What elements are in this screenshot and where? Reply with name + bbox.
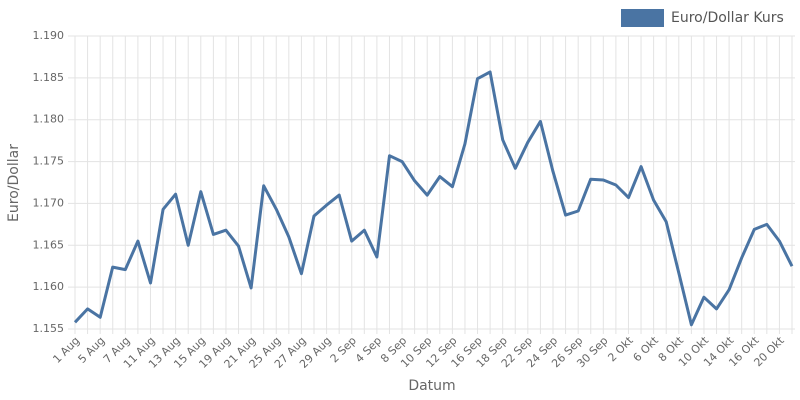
x-tick-label: 2 Sep (328, 334, 359, 365)
y-tick-label: 1.185 (33, 71, 65, 84)
x-tick-label: 6 Okt (631, 334, 662, 365)
legend-label: Euro/Dollar Kurs (671, 10, 784, 26)
x-tick-label: 2 Okt (605, 334, 636, 365)
y-tick-label: 1.170 (33, 196, 65, 209)
y-tick-label: 1.180 (33, 113, 65, 126)
legend-swatch (621, 9, 664, 27)
x-tick-label: 4 Sep (353, 334, 384, 365)
y-tick-label: 1.175 (33, 155, 65, 168)
y-axis-label: Euro/Dollar (6, 144, 22, 222)
line-series (73, 70, 794, 327)
x-tick-label: 5 Aug (76, 334, 108, 366)
y-tick-label: 1.155 (33, 322, 65, 335)
x-tick-label: 1 Aug (50, 334, 82, 366)
y-tick-label: 1.190 (33, 29, 65, 42)
y-tick-label: 1.165 (33, 238, 65, 251)
y-tick-label: 1.160 (33, 280, 65, 293)
x-axis-label: Datum (408, 378, 455, 394)
